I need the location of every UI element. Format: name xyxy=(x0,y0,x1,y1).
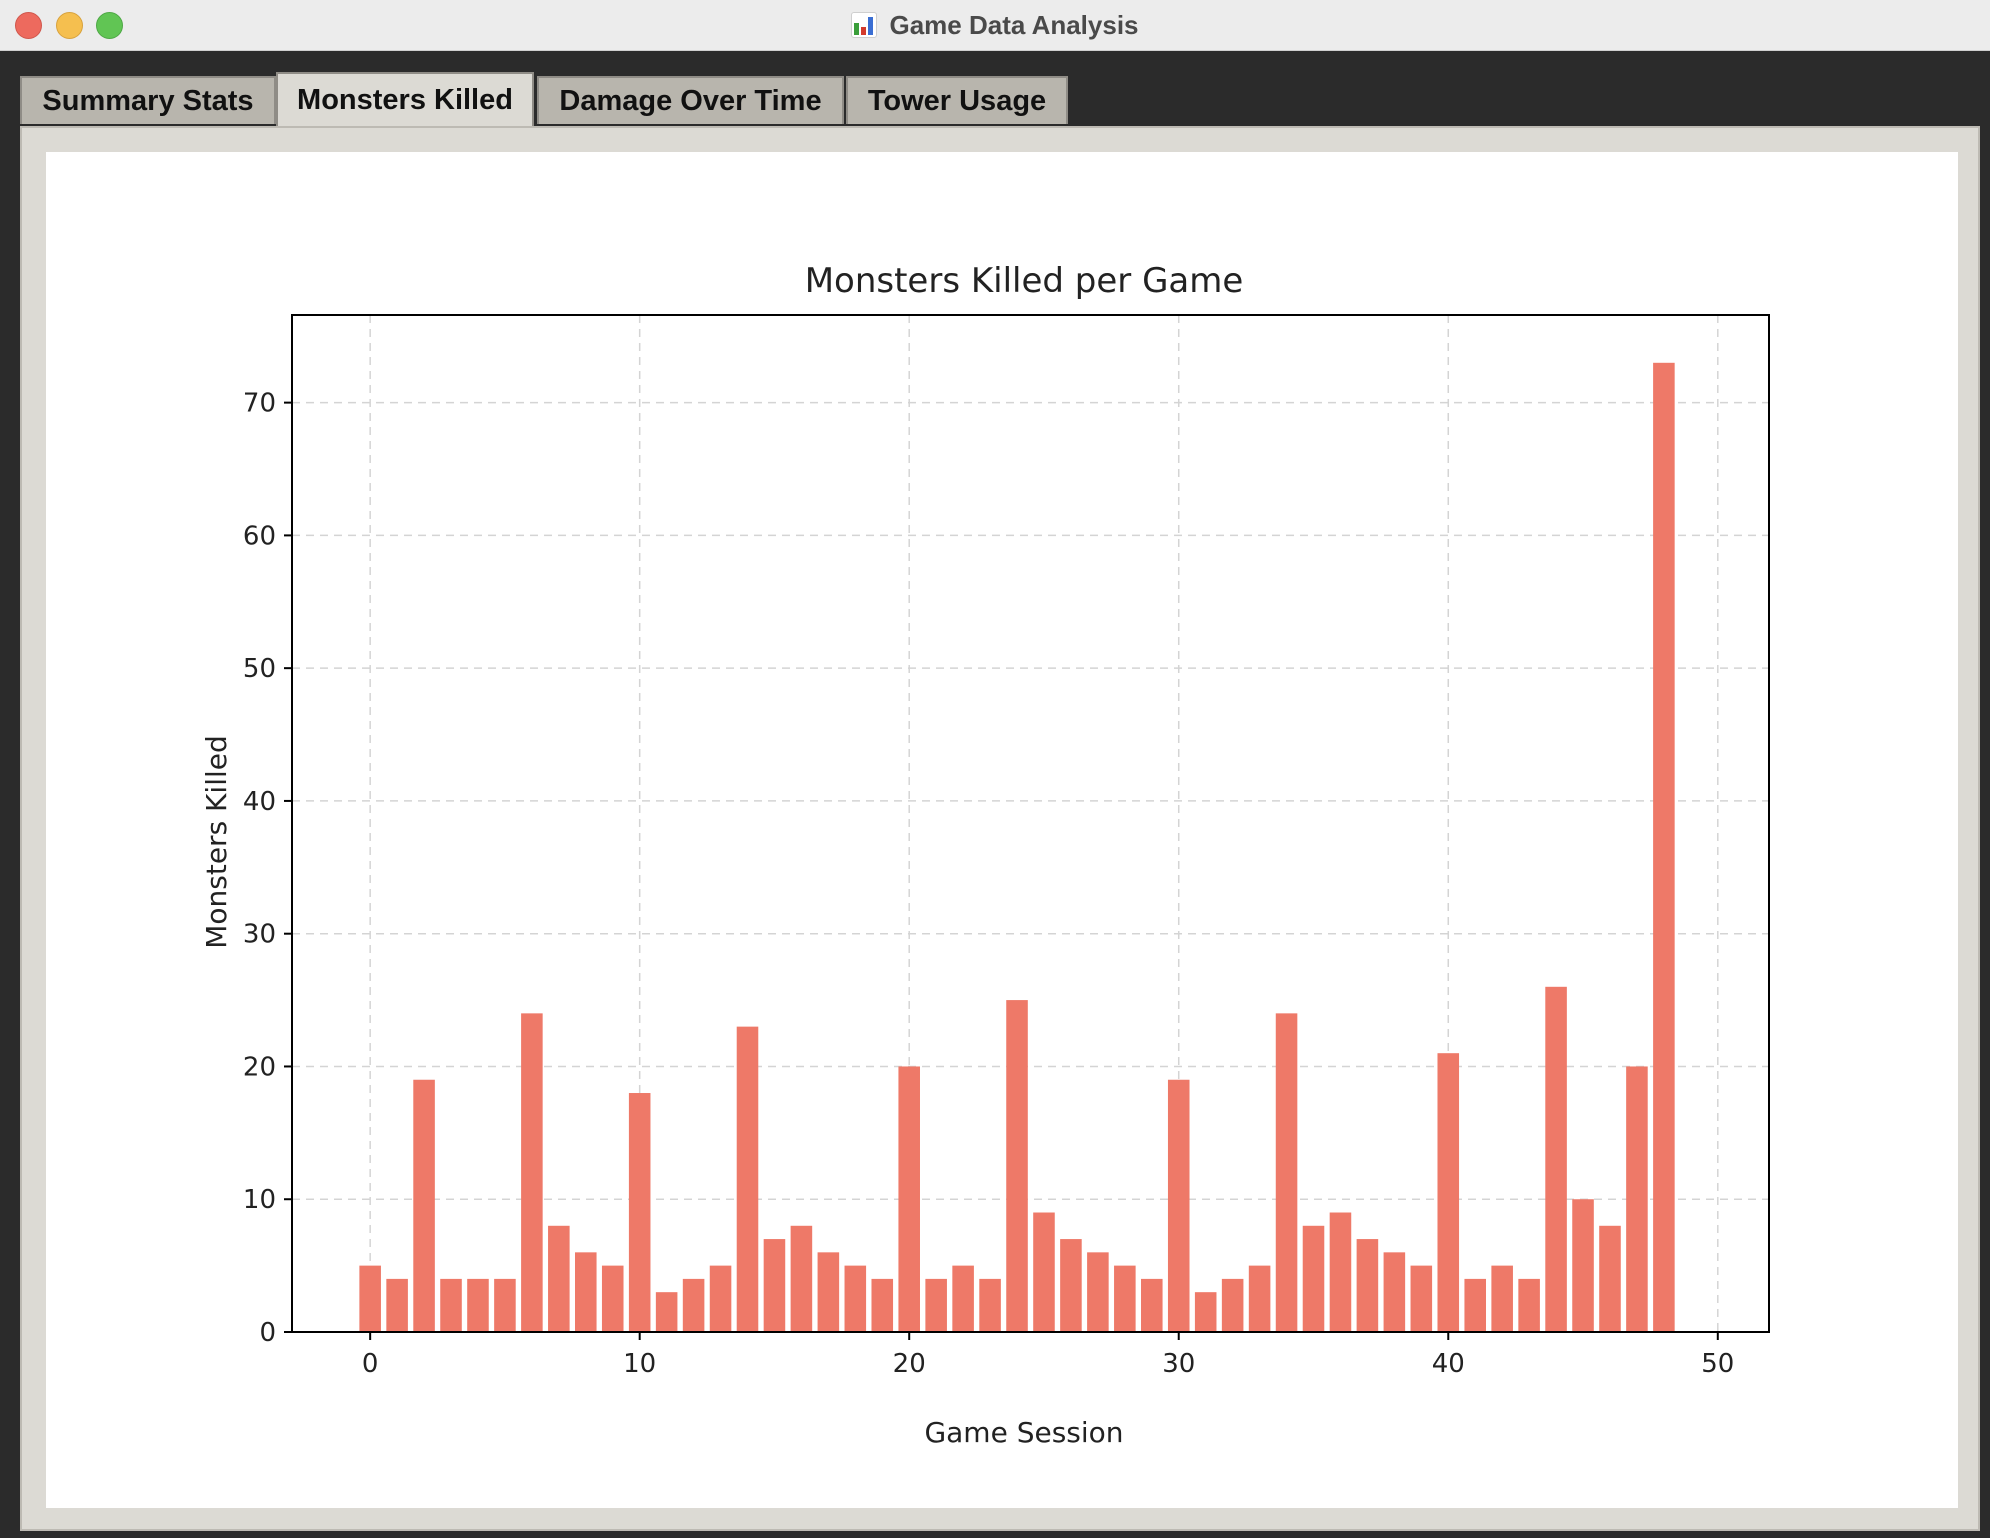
bar-chart-icon xyxy=(851,12,878,38)
window-title: Game Data Analysis xyxy=(889,9,1139,40)
tab-tower-usage[interactable]: Tower Usage xyxy=(846,76,1068,124)
tab-damage-over-time[interactable]: Damage Over Time xyxy=(537,76,844,124)
y-tick-label: 40 xyxy=(243,787,276,817)
bar-game-39 xyxy=(1410,1265,1433,1332)
bar-game-22 xyxy=(952,1265,974,1332)
x-tick-label: 10 xyxy=(623,1349,656,1379)
bar-game-10 xyxy=(628,1093,651,1332)
bar-game-8 xyxy=(575,1252,597,1332)
bar-game-11 xyxy=(655,1292,678,1332)
bar-game-7 xyxy=(548,1225,570,1332)
x-tick-label: 0 xyxy=(362,1349,379,1379)
x-tick-label: 40 xyxy=(1432,1349,1465,1379)
bar-game-34 xyxy=(1275,1013,1298,1332)
bar-game-35 xyxy=(1302,1225,1325,1332)
bar-game-30 xyxy=(1167,1079,1190,1332)
bar-game-3 xyxy=(440,1278,462,1332)
bar-game-37 xyxy=(1356,1239,1379,1332)
bar-game-38 xyxy=(1383,1252,1406,1332)
bar-game-47 xyxy=(1626,1066,1648,1332)
bar-game-21 xyxy=(925,1278,947,1332)
bar-game-33 xyxy=(1248,1265,1271,1332)
bar-game-20 xyxy=(898,1066,920,1332)
minimize-window-button[interactable] xyxy=(56,12,83,39)
bar-game-44 xyxy=(1545,986,1567,1332)
window-title-group: Game Data Analysis xyxy=(0,0,1990,50)
bar-game-26 xyxy=(1060,1239,1082,1332)
tab-panel-monsters-killed: 0 10 20 30 40 50 0 10 20 30 40 50 60 70 Monsters Kill… xyxy=(20,126,1980,1531)
bar-game-5 xyxy=(494,1278,516,1332)
y-tick-label: 50 xyxy=(243,654,276,684)
chart-canvas: 0 10 20 30 40 50 0 10 20 30 40 50 60 70 Monsters Kill… xyxy=(46,152,1958,1508)
bar-game-17 xyxy=(817,1252,840,1332)
bar-game-45 xyxy=(1572,1199,1594,1332)
bar-game-18 xyxy=(844,1265,867,1332)
bar-game-41 xyxy=(1464,1278,1486,1332)
y-tick-label: 30 xyxy=(243,920,276,950)
y-tick-label: 70 xyxy=(243,389,276,419)
window-titlebar: Game Data Analysis xyxy=(0,0,1990,51)
x-tick-label: 20 xyxy=(893,1349,926,1379)
bar-game-23 xyxy=(979,1278,1001,1332)
y-tick-label: 0 xyxy=(259,1318,276,1348)
bar-game-0 xyxy=(359,1265,381,1332)
tab-summary-stats[interactable]: Summary Stats xyxy=(20,76,276,124)
bar-game-16 xyxy=(790,1225,813,1332)
bar-game-36 xyxy=(1329,1212,1352,1332)
bar-game-27 xyxy=(1087,1252,1109,1332)
bar-game-2 xyxy=(413,1079,435,1332)
bar-game-15 xyxy=(763,1239,786,1332)
chart-title: Monsters Killed per Game xyxy=(805,261,1244,301)
y-tick-label: 10 xyxy=(243,1185,276,1215)
bar-game-12 xyxy=(682,1278,705,1332)
bar-game-32 xyxy=(1221,1278,1244,1332)
bar-game-9 xyxy=(601,1265,624,1332)
tab-monsters-killed[interactable]: Monsters Killed xyxy=(276,72,534,126)
x-axis-label: Game Session xyxy=(924,1416,1123,1449)
bar-game-14 xyxy=(736,1026,759,1332)
bar-game-24 xyxy=(1006,1000,1028,1332)
x-tick-label: 50 xyxy=(1701,1349,1734,1379)
bar-game-42 xyxy=(1491,1265,1513,1332)
bar-game-48 xyxy=(1653,362,1675,1332)
y-tick-label: 60 xyxy=(243,521,276,551)
y-axis-label: Monsters Killed xyxy=(200,735,233,949)
x-tick-label: 30 xyxy=(1162,1349,1195,1379)
bar-game-43 xyxy=(1518,1278,1540,1332)
bar-game-13 xyxy=(709,1265,732,1332)
y-tick-label: 20 xyxy=(243,1052,276,1082)
bar-game-6 xyxy=(521,1013,543,1332)
bar-game-29 xyxy=(1141,1278,1163,1332)
bar-game-31 xyxy=(1194,1292,1217,1332)
bar-game-25 xyxy=(1033,1212,1055,1332)
bar-game-40 xyxy=(1437,1053,1460,1332)
bar-game-4 xyxy=(467,1278,489,1332)
maximize-window-button[interactable] xyxy=(96,12,123,39)
monsters-killed-chart: 0 10 20 30 40 50 0 10 20 30 40 50 60 70 Monsters Kill… xyxy=(200,261,1770,1449)
plot-frame xyxy=(291,314,1770,1333)
close-window-button[interactable] xyxy=(15,12,42,39)
bar-game-19 xyxy=(871,1278,894,1332)
bar-game-1 xyxy=(386,1278,408,1332)
bar-game-46 xyxy=(1599,1225,1621,1332)
bar-game-28 xyxy=(1114,1265,1136,1332)
